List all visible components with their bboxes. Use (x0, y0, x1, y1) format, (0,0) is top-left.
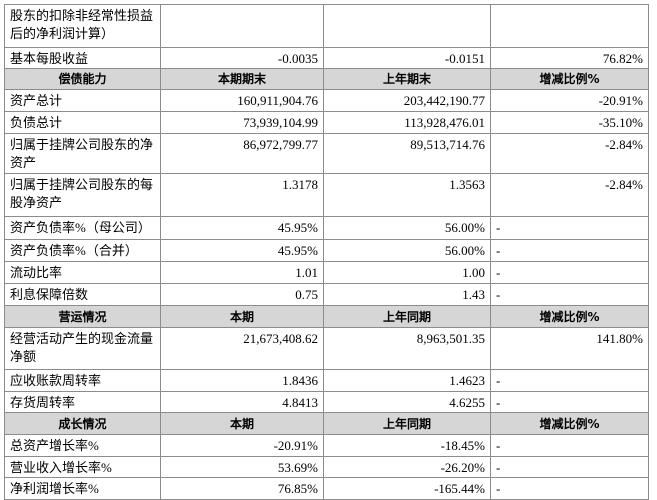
header-cell: 本期 (160, 412, 324, 435)
header-row: 偿债能力 本期期末 上年期末 增减比例% (4, 68, 649, 90)
table-row: 利息保障倍数 0.75 1.43- (4, 283, 649, 306)
value-cell: 73,939,104.99 (160, 111, 324, 134)
table-row: 资产总计 160,911,904.76 203,442,190.77 -20.91% (4, 89, 649, 112)
label-cell: 资产负债率%（母公司） (4, 216, 161, 240)
value-cell: 203,442,190.77 (323, 89, 491, 112)
value-cell: 113,928,476.01 (323, 111, 491, 134)
value-cell: - (490, 261, 649, 284)
empty-cell (160, 4, 324, 48)
value-cell: 76.85% (160, 477, 324, 500)
value-cell: -18.45% (323, 434, 491, 457)
value-cell: 160,911,904.76 (160, 89, 324, 112)
header-cell: 营运情况 (4, 305, 161, 328)
label-cell: 股东的扣除非经常性损益后的净利润计算） (4, 4, 161, 48)
value-cell: 53.69% (160, 456, 324, 478)
table-row: 归属于挂牌公司股东的净资产 86,972,799.77 89,513,714.76-… (4, 133, 649, 174)
table-body: 股东的扣除非经常性损益后的净利润计算） 基本每股收益 -0.0035 -0.0151 7… (4, 4, 649, 500)
value-cell: 141.80% (490, 327, 649, 370)
value-cell: 1.43 (323, 283, 491, 306)
table-row: 资产负债率%（母公司） 45.95% 56.00% - (4, 216, 649, 240)
label-cell: 应收账款周转率 (4, 369, 161, 392)
value-cell: - (490, 391, 649, 413)
value-cell: 1.3178 (160, 173, 324, 217)
value-cell: -2.84% (490, 173, 649, 217)
table-row: 净利润增长率% 76.85% -165.44% - (4, 477, 649, 500)
table-row: 存货周转率 4.8413 4.6255- (4, 391, 649, 413)
label-cell: 净利润增长率% (4, 477, 161, 500)
header-row: 成长情况 本期 上年同期 增减比例% (4, 412, 649, 435)
value-cell: -0.0035 (160, 47, 324, 69)
empty-cell (323, 4, 491, 48)
value-cell: 56.00% (323, 216, 491, 240)
header-cell: 上年同期 (323, 305, 491, 328)
value-cell: -0.0151 (323, 47, 491, 69)
label-cell: 负债总计 (4, 111, 161, 134)
header-cell: 成长情况 (4, 412, 161, 435)
table-row: 经营活动产生的现金流量净额 21,673,408.62 8,963,501.35 14… (4, 327, 649, 370)
value-cell: 86,972,799.77 (160, 133, 324, 174)
value-cell: 4.8413 (160, 391, 324, 413)
value-cell: 56.00% (323, 239, 491, 262)
label-cell: 利息保障倍数 (4, 283, 161, 306)
value-cell: -165.44% (323, 477, 491, 500)
header-cell: 偿债能力 (4, 68, 161, 90)
value-cell: 4.6255 (323, 391, 491, 413)
header-cell: 本期 (160, 305, 324, 328)
label-cell: 归属于挂牌公司股东的每股净资产 (4, 173, 161, 217)
value-cell: 1.3563 (323, 173, 491, 217)
value-cell: -20.91% (160, 434, 324, 457)
label-cell: 资产负债率%（合并） (4, 239, 161, 262)
table-row: 流动比率 1.01 1.00- (4, 261, 649, 284)
header-cell: 上年同期 (323, 412, 491, 435)
value-cell: - (490, 369, 649, 392)
label-cell: 资产总计 (4, 89, 161, 112)
table-row: 股东的扣除非经常性损益后的净利润计算） (4, 4, 649, 48)
header-cell: 本期期末 (160, 68, 324, 90)
value-cell: - (490, 434, 649, 457)
table-row: 总资产增长率% -20.91% -18.45% - (4, 434, 649, 457)
value-cell: 45.95% (160, 239, 324, 262)
table-row: 归属于挂牌公司股东的每股净资产 1.3178 1.3563 -2.84% (4, 173, 649, 217)
table-row: 应收账款周转率 1.8436 1.4623- (4, 369, 649, 392)
header-cell: 增减比例% (490, 305, 649, 328)
table-row: 负债总计 73,939,104.99 113,928,476.01 -35.10% (4, 111, 649, 134)
value-cell: 1.4623 (323, 369, 491, 392)
table-row: 营业收入增长率% 53.69% -26.20% - (4, 456, 649, 478)
value-cell: 45.95% (160, 216, 324, 240)
value-cell: 76.82% (490, 47, 649, 69)
value-cell: 1.8436 (160, 369, 324, 392)
table-row: 基本每股收益 -0.0035 -0.0151 76.82% (4, 47, 649, 69)
header-row: 营运情况 本期 上年同期 增减比例% (4, 305, 649, 328)
value-cell: 89,513,714.76 (323, 133, 491, 174)
value-cell: - (490, 456, 649, 478)
header-cell: 增减比例% (490, 412, 649, 435)
value-cell: -26.20% (323, 456, 491, 478)
value-cell: - (490, 477, 649, 500)
header-cell: 增减比例% (490, 68, 649, 90)
value-cell: -35.10% (490, 111, 649, 134)
label-cell: 经营活动产生的现金流量净额 (4, 327, 161, 370)
label-cell: 总资产增长率% (4, 434, 161, 457)
value-cell: -20.91% (490, 89, 649, 112)
financial-table: 股东的扣除非经常性损益后的净利润计算） 基本每股收益 -0.0035 -0.0151 7… (4, 4, 649, 500)
value-cell: 8,963,501.35 (323, 327, 491, 370)
value-cell: 1.01 (160, 261, 324, 284)
label-cell: 基本每股收益 (4, 47, 161, 69)
value-cell: 21,673,408.62 (160, 327, 324, 370)
value-cell: - (490, 239, 649, 262)
value-cell: 1.00 (323, 261, 491, 284)
header-cell: 上年期末 (323, 68, 491, 90)
label-cell: 流动比率 (4, 261, 161, 284)
empty-cell (490, 4, 649, 48)
value-cell: - (490, 216, 649, 240)
value-cell: - (490, 283, 649, 306)
value-cell: 0.75 (160, 283, 324, 306)
label-cell: 归属于挂牌公司股东的净资产 (4, 133, 161, 174)
label-cell: 营业收入增长率% (4, 456, 161, 478)
value-cell: -2.84% (490, 133, 649, 174)
table-row: 资产负债率%（合并） 45.95% 56.00% - (4, 239, 649, 262)
label-cell: 存货周转率 (4, 391, 161, 413)
